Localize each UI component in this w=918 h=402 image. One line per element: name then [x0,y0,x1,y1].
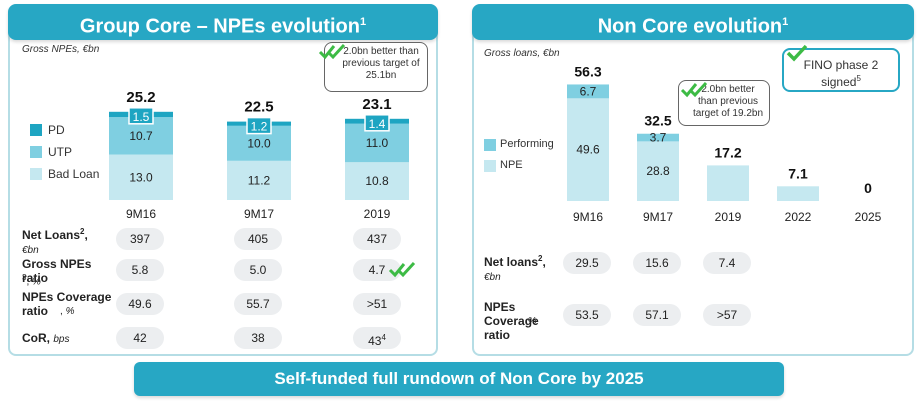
total-9M17: 32.5 [644,113,671,129]
label-bad-loan-2019: 10.8 [365,174,389,188]
total-2022: 7.1 [788,165,808,181]
non-core-chart: 49.6 6.7 56.3 9M16 28.8 3.7 32.5 9M17 17.2 2019 7.… [567,63,882,224]
cor-9m17: 38 [234,327,282,349]
footer-banner: Self-funded full rundown of Non Core by … [134,362,784,396]
xlabel-2019: 2019 [364,207,391,221]
nc-npes-coverage-9m17: 57.1 [633,304,681,326]
legend-utp-label: UTP [48,145,72,159]
legend-performing-swatch [484,139,496,151]
legend-npe-swatch [484,160,496,172]
nc-net-loans-label: Net loans2, €bn [484,254,546,283]
label-npe-9M17: 28.8 [646,164,670,178]
fino-box: FINO phase 2 signed5 [782,48,900,92]
bar-bad-loan-9M16 [109,154,173,200]
nc-net-loans-2019: 7.4 [703,252,751,274]
bar-npe-2022 [777,186,819,201]
label-pd-9M17: 1.2 [251,120,268,134]
legend-pd-label: PD [48,123,65,137]
check-icon [388,262,416,278]
cor-9m16: 42 [116,327,164,349]
label-npe-9M16: 49.6 [576,143,600,157]
check-icon [318,44,346,60]
net-loans-9m17: 405 [234,228,282,250]
label-bad-loan-9M17: 11.2 [248,173,271,187]
npes-coverage-unit: , % [60,306,75,317]
bar-npe-2019 [707,165,749,201]
legend-bad-loan-swatch [30,168,42,180]
gross-npes-2019: 4.7 [353,259,401,281]
xlabel-2025: 2025 [855,210,882,224]
nc-npes-coverage-unit: , % [522,316,537,327]
nc-npes-coverage-2019: >57 [703,304,751,326]
pd-label-box-9M17 [246,116,272,135]
bar-bad-loan-9M17 [227,160,291,200]
label-utp-9M17: 10.0 [247,136,271,150]
label-utp-9M16: 10.7 [129,129,153,143]
right-unit-label: Gross loans, €bn [484,48,560,59]
npes-coverage-2019: >51 [353,293,401,315]
xlabel-9M17: 9M17 [643,210,673,224]
net-loans-label: Net Loans2, €bn [22,227,88,256]
bar-npe-9M16 [567,98,609,201]
check-icon [680,82,708,98]
legend-performing-label: Performing [500,138,554,150]
total-2019: 17.2 [714,144,741,160]
label-performing-9M16: 6.7 [580,84,597,98]
label-pd-9M16: 1.5 [133,110,150,124]
npes-coverage-9m17: 55.7 [234,293,282,315]
group-core-title: Group Core – NPEs evolution1 [8,4,438,40]
gross-npes-9m17: 5.0 [234,259,282,281]
nc-net-loans-9m16: 29.5 [563,252,611,274]
nc-npes-coverage-label: NPEs Coverage ratio [484,300,539,342]
total-9M17: 22.5 [244,99,273,116]
nc-net-loans-9m17: 15.6 [633,252,681,274]
legend-pd-swatch [30,124,42,136]
gross-npes-ratio-label: Gross NPEs ratio [22,257,92,285]
check-icon [786,44,808,62]
xlabel-2019: 2019 [715,210,742,224]
left-unit-label: Gross NPEs, €bn [22,44,100,55]
label-bad-loan-9M16: 13.0 [129,170,153,184]
legend-utp-swatch [30,146,42,158]
gross-npes-ratio-unit: 3, % [22,273,41,288]
legend-bad-loan-label: Bad Loan [48,167,100,181]
left-target-callout: 2.0bn better than previous target of 25.… [324,42,428,92]
bar-performing-9M16 [567,84,609,99]
total-2025: 0 [864,180,872,196]
group-core-chart: 13.0 10.7 1.5 25.2 9M16 11.2 10.0 1.2 22.5 9M17 10… [109,89,409,221]
nc-npes-coverage-9m16: 53.5 [563,304,611,326]
label-pd-2019: 1.4 [369,117,386,131]
total-9M16: 25.2 [126,89,155,106]
xlabel-9M17: 9M17 [244,207,274,221]
legend-npe-label: NPE [500,159,523,171]
label-performing-9M17: 3.7 [650,131,667,145]
xlabel-9M16: 9M16 [126,207,156,221]
non-core-title: Non Core evolution1 [472,4,914,40]
pd-label-box-2019 [364,114,390,132]
cor-label: CoR, bps [22,331,70,345]
npes-coverage-9m16: 49.6 [116,293,164,315]
npes-coverage-label: NPEs Coverage ratio [22,290,112,318]
label-utp-2019: 11.0 [366,136,389,150]
bar-npe-9M17 [637,141,679,201]
bar-bad-loan-2019 [345,162,409,200]
total-9M16: 56.3 [574,63,601,79]
xlabel-9M16: 9M16 [573,210,603,224]
net-loans-2019: 437 [353,228,401,250]
pd-label-box-9M16 [128,107,154,125]
net-loans-9m16: 397 [116,228,164,250]
total-2019: 23.1 [362,96,391,113]
gross-npes-9m16: 5.8 [116,259,164,281]
bar-performing-9M17 [637,133,679,142]
cor-2019: 434 [353,327,401,349]
xlabel-2022: 2022 [785,210,812,224]
